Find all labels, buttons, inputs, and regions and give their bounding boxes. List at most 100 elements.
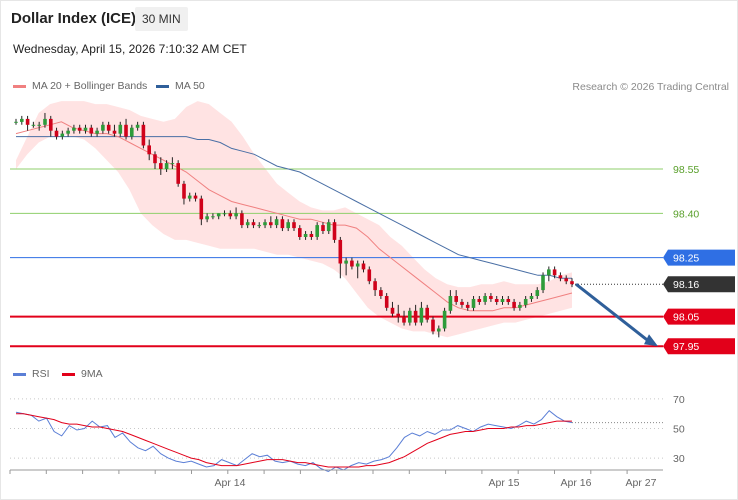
candle-body <box>361 263 366 270</box>
candle-body <box>77 127 82 131</box>
level-tag-support <box>663 338 735 355</box>
candle-body <box>477 299 482 302</box>
candle-body <box>83 127 88 131</box>
level-tag-current <box>663 276 735 293</box>
candle-body <box>344 260 348 264</box>
ma20-label: MA 20 + Bollinger Bands <box>32 80 148 92</box>
candle-body <box>118 124 123 134</box>
level-label-current: 98.16 <box>673 279 699 291</box>
candle-body <box>500 299 505 302</box>
timeframe-button[interactable]: 30 MIN <box>135 7 188 31</box>
legend-rsi: RSI <box>13 368 50 380</box>
candle-body <box>442 310 447 329</box>
candle-body <box>43 118 47 125</box>
candle-body <box>60 133 65 137</box>
candle-body <box>321 225 325 231</box>
forecast-arrow-head <box>644 334 658 347</box>
candle-body <box>95 130 99 134</box>
candle-body <box>529 296 534 299</box>
candle-body <box>465 304 470 308</box>
candle-body <box>523 299 528 305</box>
level-tag-support <box>663 308 735 325</box>
candle-body <box>355 263 360 267</box>
level-label-support: 97.95 <box>673 341 699 353</box>
candle-body <box>199 198 204 220</box>
instrument-title: Dollar Index (ICE) <box>11 10 137 27</box>
candle-body <box>257 225 261 227</box>
candle-body <box>211 216 215 218</box>
candle-body <box>89 127 94 134</box>
report-datetime: Wednesday, April 15, 2026 7:10:32 AM CET <box>13 42 247 56</box>
candle-body <box>37 124 41 126</box>
candle-body <box>494 299 499 302</box>
candle-body <box>263 222 267 226</box>
candle-body <box>506 299 511 302</box>
candle-body <box>222 213 227 215</box>
level-label-resistance: 98.40 <box>673 208 699 220</box>
candle-body <box>193 195 198 199</box>
candle-body <box>326 222 331 232</box>
candle-body <box>396 313 400 317</box>
candle-body <box>460 301 464 305</box>
candle-body <box>431 319 435 332</box>
candle-body <box>512 301 516 308</box>
legend-9ma: 9MA <box>62 368 103 380</box>
x-tick-label: Apr 27 <box>626 477 657 489</box>
candle-body <box>170 163 175 165</box>
ma20-line <box>15 121 573 312</box>
candle-body <box>437 328 441 332</box>
candle-body <box>535 290 540 296</box>
candle-body <box>373 281 377 291</box>
candle-body <box>31 124 36 126</box>
candle-body <box>564 278 568 282</box>
candle-body <box>292 222 296 229</box>
candle-body <box>20 118 24 122</box>
candle-body <box>448 296 453 311</box>
candle-body <box>182 183 186 199</box>
candle-body <box>402 316 406 323</box>
rsi-ma9-line <box>16 413 572 468</box>
candle-body <box>419 307 424 323</box>
candle-body <box>390 307 395 314</box>
candle-body <box>240 213 244 226</box>
candle-body <box>176 163 180 184</box>
candle-body <box>384 296 389 308</box>
candle-body <box>187 195 192 199</box>
candle-body <box>379 290 383 296</box>
candle-body <box>245 222 250 226</box>
candle-body <box>483 296 487 302</box>
rsi-tick-label: 30 <box>673 453 685 465</box>
candle-body <box>269 222 273 226</box>
candle-body <box>205 216 209 220</box>
candle-body <box>159 163 163 169</box>
research-credit: Research © 2026 Trading Central <box>572 81 729 93</box>
candle-body <box>251 222 256 226</box>
forecast-arrow-shaft <box>575 283 651 344</box>
ma50-line <box>16 136 572 279</box>
candle-body <box>101 124 105 131</box>
candle-body <box>518 304 522 308</box>
x-tick-label: Apr 15 <box>489 477 520 489</box>
x-tick-label: Apr 16 <box>561 477 592 489</box>
rsi-label: RSI <box>32 368 50 380</box>
candle-body <box>234 213 238 217</box>
rsi-swatch <box>13 372 26 376</box>
candle-body <box>274 219 279 226</box>
candle-body <box>570 281 574 285</box>
rsi-tick-label: 70 <box>673 394 685 406</box>
candle-body <box>147 145 151 155</box>
candle-body <box>25 118 30 125</box>
candle-body <box>303 234 308 237</box>
level-label-pivot: 98.25 <box>673 253 699 265</box>
x-tick-label: Apr 14 <box>215 477 246 489</box>
candle-body <box>135 124 140 128</box>
candle-body <box>106 124 111 131</box>
level-label-resistance: 98.55 <box>673 164 699 176</box>
candle-body <box>14 121 18 123</box>
candle-body <box>338 239 343 264</box>
legend-ma50: MA 50 <box>156 80 205 92</box>
candle-body <box>454 296 458 302</box>
rsi-tick-label: 50 <box>673 424 685 436</box>
candle-body <box>350 260 354 267</box>
candle-body <box>541 275 545 291</box>
